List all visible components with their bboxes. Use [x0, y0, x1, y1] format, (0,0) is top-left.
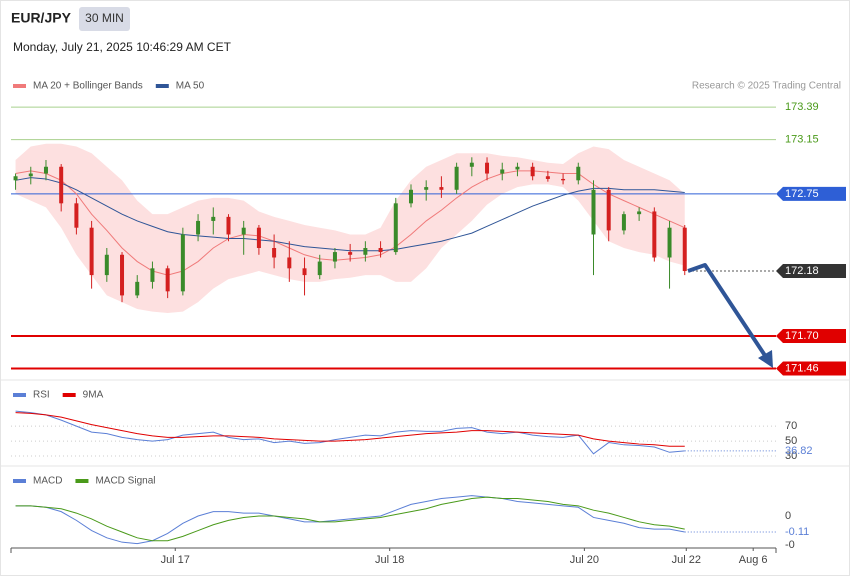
x-tick-label: Jul 18: [375, 554, 404, 566]
datetime: Monday, July 21, 2025 10:46:29 AM CET: [13, 40, 232, 54]
candle-body: [104, 254, 109, 276]
level-label: 173.39: [785, 101, 819, 113]
legend-swatch: [62, 393, 76, 397]
candle-body: [74, 203, 79, 228]
candle-body: [332, 252, 337, 262]
legend-label: MACD Signal: [95, 476, 155, 487]
level-tag: [776, 186, 846, 201]
candle-body: [13, 176, 18, 181]
candle-body: [180, 234, 185, 292]
legend-swatch: [75, 479, 89, 483]
legend-swatch: [13, 84, 26, 88]
candle-body: [211, 216, 216, 221]
x-tick-label: Aug 6: [739, 554, 768, 566]
candle-body: [576, 166, 581, 181]
level-label: 172.18: [785, 265, 819, 277]
candle-body: [667, 227, 672, 258]
candle-body: [135, 281, 140, 296]
candle-body: [408, 189, 413, 204]
level-label: 172.75: [785, 188, 819, 200]
candle-body: [287, 257, 292, 269]
level-tag: [776, 329, 846, 344]
candle-body: [591, 189, 596, 235]
level-label: 171.46: [785, 362, 819, 374]
candle-body: [652, 211, 657, 258]
candle-body: [59, 166, 64, 204]
legend-swatch: [13, 479, 26, 483]
candle-body: [500, 169, 505, 174]
level-label: 171.70: [785, 330, 819, 342]
candle-body: [561, 178, 566, 181]
candle-body: [545, 176, 550, 179]
y-tick-label: 70: [785, 420, 797, 432]
candle-body: [302, 268, 307, 276]
source: Research © 2025 Trading Central: [692, 81, 841, 92]
candle-body: [485, 162, 490, 174]
y-tick-label: 30: [785, 450, 797, 462]
candle-body: [363, 248, 368, 255]
candle-body: [120, 254, 125, 296]
candle-body: [348, 252, 353, 255]
legend-label: MACD: [33, 476, 62, 487]
timeframe-badge[interactable]: [79, 7, 130, 31]
candle-body: [515, 166, 520, 170]
candle-body: [196, 220, 201, 235]
series-line: [15, 412, 685, 447]
candle-body: [89, 227, 94, 276]
legend-swatch: [155, 84, 169, 88]
candle-body: [454, 166, 459, 190]
candle-body: [637, 211, 642, 215]
candle-body: [317, 261, 322, 276]
forecast-arrow: [687, 263, 768, 359]
candle-body: [606, 189, 611, 231]
y-tick-label: 50: [785, 435, 797, 447]
candle-body: [150, 268, 155, 282]
candle-body: [28, 173, 33, 177]
symbol: EUR/JPY: [11, 10, 72, 26]
timeframe[interactable]: 30 MIN: [85, 11, 124, 25]
y-tick-label: -0: [785, 539, 795, 551]
legend-label: 9MA: [83, 390, 104, 401]
candle-body: [272, 248, 277, 258]
candle-body: [439, 187, 444, 190]
series-line: [15, 410, 685, 455]
level-tag: [776, 361, 846, 376]
candle-body: [256, 227, 261, 249]
y-tick-label: 0: [785, 510, 791, 522]
x-tick-label: Jul 20: [570, 554, 599, 566]
candle-body: [378, 248, 383, 253]
candle-body: [226, 216, 231, 235]
current-value: 36.82: [785, 445, 813, 457]
legend-swatch: [13, 393, 26, 397]
series-line: [15, 495, 685, 545]
level-tag: [776, 264, 846, 279]
x-tick-label: Jul 22: [672, 554, 701, 566]
current-value: -0.11: [785, 526, 809, 538]
legend-label: MA 20 + Bollinger Bands: [33, 81, 143, 92]
x-tick-label: Jul 17: [161, 554, 190, 566]
candle-body: [43, 166, 48, 174]
candle-body: [393, 203, 398, 253]
series-line: [15, 496, 685, 542]
level-label: 173.15: [785, 134, 819, 146]
candle-body: [682, 227, 687, 272]
legend-label: RSI: [33, 390, 50, 401]
candle-body: [621, 214, 626, 231]
candle-body: [241, 227, 246, 235]
candle-body: [469, 162, 474, 167]
forecast-arrowhead: [758, 350, 773, 368]
candle-body: [424, 187, 429, 190]
legend-label: MA 50: [176, 81, 205, 92]
candle-body: [165, 268, 170, 292]
candle-body: [530, 166, 535, 177]
